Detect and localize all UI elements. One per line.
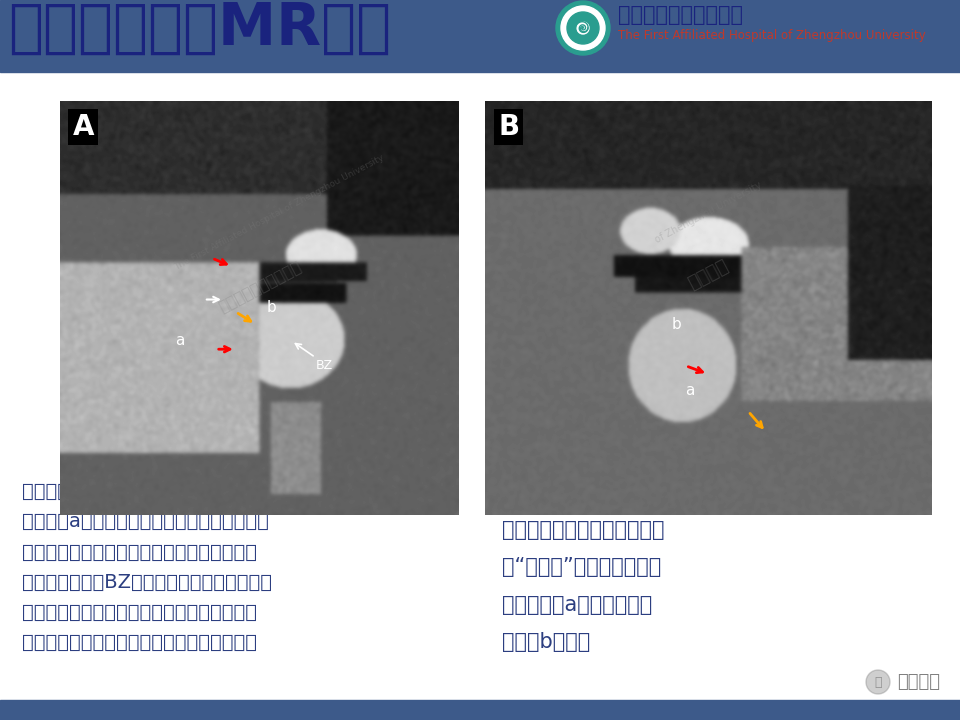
Text: 颞颌关节正常MR表现: 颞颌关节正常MR表现 [8,0,391,56]
Text: 中原医影: 中原医影 [897,673,940,691]
Text: a: a [685,383,695,398]
Text: 郑州大学第一附属医院: 郑州大学第一附属医院 [216,259,303,315]
Text: A: A [72,113,94,141]
Circle shape [567,12,599,44]
Text: of Zhengzhou University: of Zhengzhou University [653,180,763,245]
Text: The First Affiliated Hospital of Zhengzhou University: The First Affiliated Hospital of Zhengzh… [173,153,386,272]
Circle shape [866,670,890,694]
Text: 张口时（不同患者），关节盘
较薄的中间区域（红色箔头）
以“蝴蝶结”的方式插入关节
结节（字毽a）和髕状突头
（字毽b）之间: 张口时（不同患者），关节盘 较薄的中间区域（红色箔头） 以“蝴蝶结”的方式插入关… [502,482,664,652]
Text: 中原医影: 中原医影 [684,256,732,293]
Bar [0,0,960,72]
Circle shape [561,6,605,50]
Text: B: B [498,113,519,141]
Circle shape [556,1,610,55]
Text: The First Affiliated Hospital of Zhengzhou University: The First Affiliated Hospital of Zhengzh… [618,30,925,42]
Text: b: b [267,300,276,315]
Text: 闭口时，“蝴蝶结”形状的关节盘位于关节结
节（字毽a）的后面，前带较厚（红色箔头），
后带较厚（白色箔头），中心带较薄（橙色箔
头）。双板区（BZ）位于后带的后: 闭口时，“蝴蝶结”形状的关节盘位于关节结 节（字毽a）的后面，前带较厚（红色箔头… [22,482,272,652]
Text: b: b [672,317,682,332]
Text: a: a [176,333,184,348]
Text: BZ: BZ [316,359,332,372]
Text: 猫: 猫 [875,675,881,688]
Circle shape [577,22,589,34]
Text: 郑州大学第一附属医院: 郑州大学第一附属医院 [618,5,743,25]
Bar [0,700,960,720]
